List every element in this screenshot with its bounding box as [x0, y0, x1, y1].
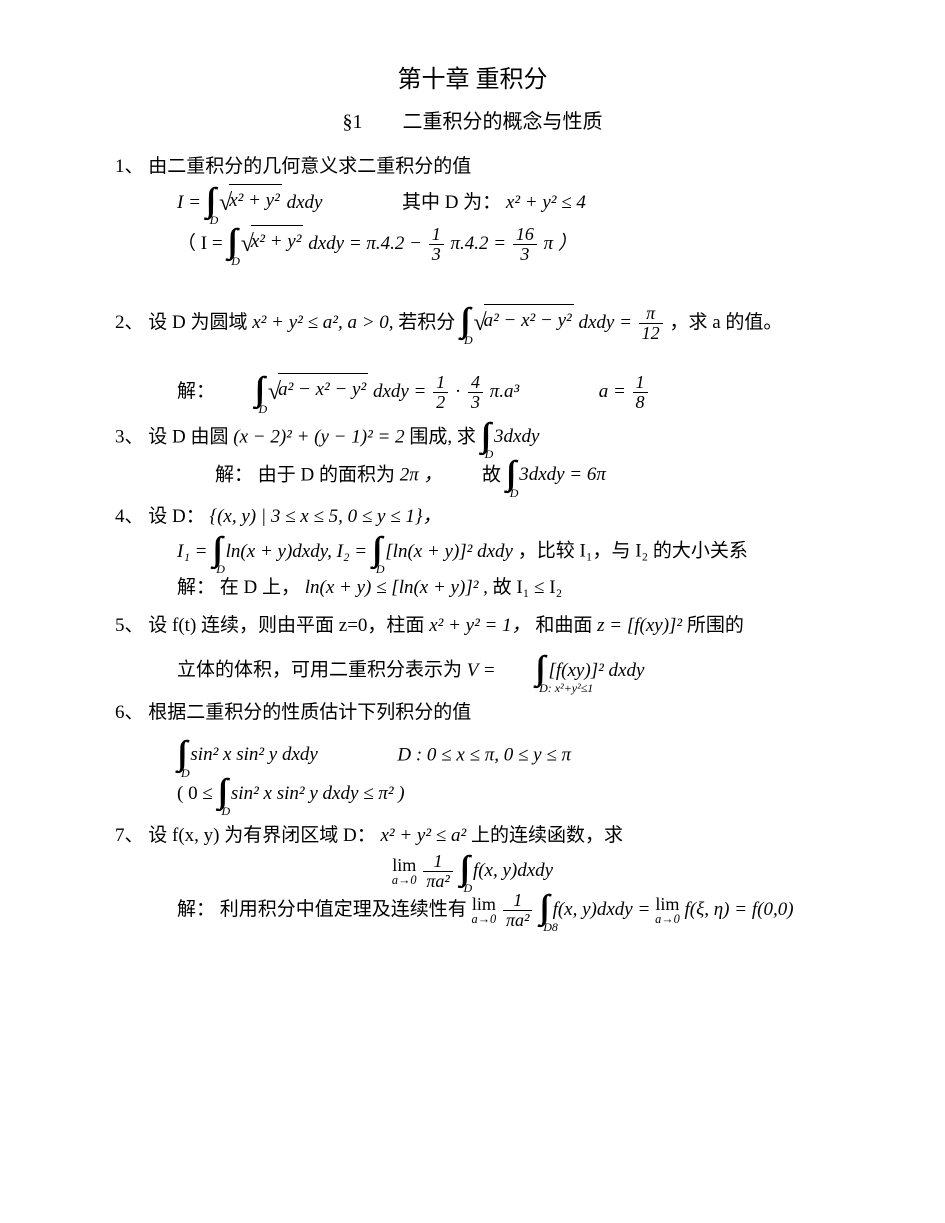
conclusion: 故 I₁ ≤ I₂ — [493, 577, 563, 598]
problem-number: 7、 — [115, 825, 144, 846]
solution-label: 解： — [177, 577, 215, 598]
domain-text: 其中 D 为： — [402, 192, 501, 213]
domain-math: D : 0 ≤ x ≤ π, 0 ≤ y ≤ π — [397, 744, 571, 765]
equation: (x − 2)² + (y − 1)² = 2 — [233, 426, 404, 447]
problem-text: 若积分 — [398, 312, 455, 333]
problem-1: 1、 由二重积分的几何意义求二重积分的值 I = ∫∫D √x² + y² dx… — [115, 151, 830, 265]
equation: ∫∫D 3dxdy — [481, 426, 540, 447]
equation: x² + y² = 1， — [429, 615, 530, 636]
solution-label: 解： — [177, 899, 215, 920]
solution-equation: （ I = ∫∫D √x² + y² dxdy = π.4.2 − 13 π.4… — [177, 233, 577, 254]
problem-3: 3、 设 D 由圆 (x − 2)² + (y − 1)² = 2 围成, 求 … — [115, 419, 830, 496]
equation: I₁ = ∫∫D ln(x + y)dxdy, I₂ = ∫∫D [ln(x +… — [177, 541, 518, 562]
set-definition: {(x, y) | 3 ≤ x ≤ 5, 0 ≤ y ≤ 1}， — [210, 506, 442, 527]
solution-label: 解： — [215, 464, 253, 485]
equation: V = ∫∫D: x²+y²≤1 [f(xy)]² dxdy — [467, 660, 645, 681]
problem-6: 6、 根据二重积分的性质估计下列积分的值 ∫∫D sin² x sin² y d… — [115, 697, 830, 814]
value: 2π ， — [400, 464, 443, 485]
solution-text: 在 D 上， — [220, 577, 300, 598]
equation: I = ∫∫D √x² + y² dxdy — [177, 192, 327, 213]
problem-number: 5、 — [115, 615, 144, 636]
problem-text: 根据二重积分的性质估计下列积分的值 — [148, 702, 471, 723]
problem-number: 1、 — [115, 156, 144, 177]
problem-text: 围成, 求 — [409, 426, 476, 447]
problem-text: ，比较 I₁，与 I₂ 的大小关系 — [518, 541, 748, 562]
solution-text: 由于 D 的面积为 — [258, 464, 395, 485]
problem-text: 由二重积分的几何意义求二重积分的值 — [148, 156, 471, 177]
problem-text: 设 D 为圆域 — [148, 312, 247, 333]
problem-text: 和曲面 — [535, 615, 592, 636]
solution-equation: ∫∫D √a² − x² − y² dxdy = 12 · 43 π.a³ — [255, 381, 524, 402]
problem-number: 4、 — [115, 506, 144, 527]
solution-equation: lima→0 1πa² ∫∫D8 f(x, y)dxdy = lima→0 f(… — [472, 899, 794, 920]
problem-text: 设 D： — [148, 506, 204, 527]
inequality: ln(x + y) ≤ [ln(x + y)]² , — [305, 577, 488, 598]
domain-math: x² + y² ≤ 4 — [506, 192, 586, 213]
problem-text: ，求 a 的值。 — [669, 312, 782, 333]
problem-5: 5、 设 f(t) 连续，则由平面 z=0，柱面 x² + y² = 1， 和曲… — [115, 610, 830, 691]
equation: ∫∫D 3dxdy = 6π — [506, 464, 606, 485]
problem-number: 2、 — [115, 312, 144, 333]
chapter-title: 第十章 重积分 — [115, 60, 830, 101]
problem-4: 4、 设 D： {(x, y) | 3 ≤ x ≤ 5, 0 ≤ y ≤ 1}，… — [115, 501, 830, 604]
problem-number: 6、 — [115, 702, 144, 723]
equation: ∫∫D √a² − x² − y² dxdy = π12 — [460, 312, 669, 333]
equation: x² + y² ≤ a² — [380, 825, 466, 846]
answer: a = 18 — [599, 381, 650, 402]
equation: ∫∫D sin² x sin² y dxdy — [177, 744, 323, 765]
problem-text: 设 D 由圆 — [148, 426, 228, 447]
solution-label: 解： — [177, 381, 215, 402]
solution-text: 利用积分中值定理及连续性有 — [220, 899, 467, 920]
problem-text: 设 f(x, y) 为有界闭区域 D： — [148, 825, 375, 846]
equation: x² + y² ≤ a², a > 0, — [252, 312, 393, 333]
equation: z = [f(xy)]² — [597, 615, 682, 636]
solution-text: 故 — [482, 464, 501, 485]
problem-text: 设 f(t) 连续，则由平面 z=0，柱面 — [148, 615, 424, 636]
estimate: ( 0 ≤ ∫∫D sin² x sin² y dxdy ≤ π² ) — [177, 783, 405, 804]
problem-number: 3、 — [115, 426, 144, 447]
section-title: §1 二重积分的概念与性质 — [115, 105, 830, 139]
problem-text: 所围的 — [687, 615, 744, 636]
problem-2: 2、 设 D 为圆域 x² + y² ≤ a², a > 0, 若积分 ∫∫D … — [115, 303, 830, 413]
problem-7: 7、 设 f(x, y) 为有界闭区域 D： x² + y² ≤ a² 上的连续… — [115, 820, 830, 930]
problem-text: 立体的体积，可用二重积分表示为 — [177, 660, 462, 681]
limit-expression: lima→0 1πa² ∫∫D f(x, y)dxdy — [392, 860, 553, 881]
problem-text: 上的连续函数，求 — [471, 825, 623, 846]
